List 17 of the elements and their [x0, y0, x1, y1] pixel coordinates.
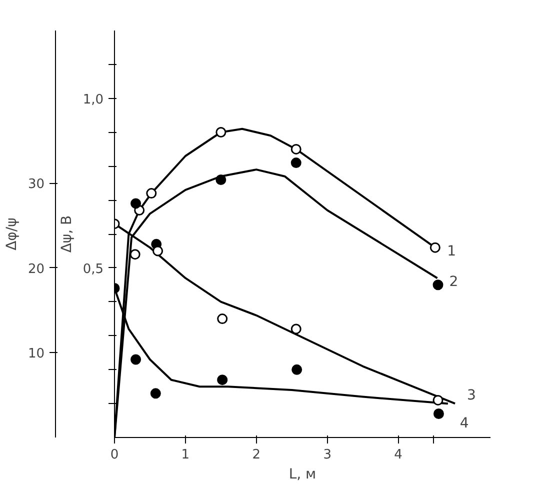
x-tick-label: 1 — [181, 448, 190, 462]
y-tick-label: 1,0 — [82, 92, 104, 108]
y2-tick-label: 10 — [28, 346, 45, 362]
y2-tick-label: 20 — [28, 262, 45, 277]
y-tick-label: 0,5 — [82, 262, 104, 277]
series-label: 3 — [467, 388, 476, 404]
series-label: 1 — [447, 244, 456, 260]
x-tick-label: 2 — [252, 448, 261, 462]
y2-axis-title: Δφ/ψ — [4, 218, 20, 250]
y-axis-title: Δψ, В — [58, 215, 75, 253]
series-label: 4 — [460, 416, 469, 432]
x-tick-label: 3 — [323, 448, 332, 462]
series-label: 2 — [449, 274, 458, 290]
y2-tick-label: 30 — [28, 177, 45, 192]
x-tick-label: 0 — [110, 448, 119, 462]
x-tick-label: 4 — [394, 448, 402, 462]
x-axis-title: L, м — [288, 466, 316, 482]
